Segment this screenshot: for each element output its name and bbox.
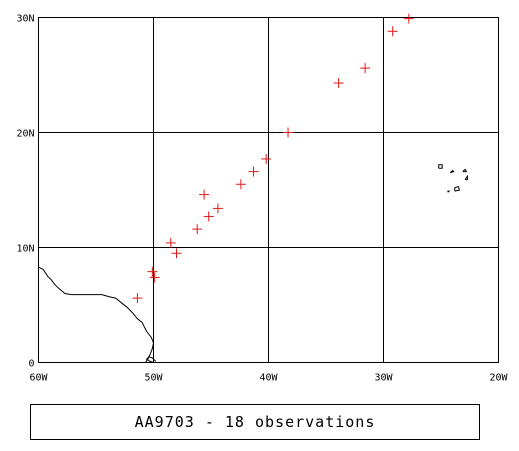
observation-marker-6 [199, 189, 210, 200]
coastline [38, 164, 468, 363]
observation-marker-1 [147, 266, 158, 277]
observation-marker-9 [235, 179, 246, 190]
observation-marker-14 [360, 63, 371, 74]
observation-marker-8 [212, 203, 223, 214]
x-tick-label-3: 30W [374, 373, 393, 384]
coastline-south-america [38, 266, 155, 363]
x-tick-label-1: 50W [144, 373, 163, 384]
coastline-island [145, 356, 157, 363]
observation-marker-13 [333, 78, 344, 89]
observation-markers [132, 13, 414, 304]
caption-text: AA9703 - 18 observations [134, 413, 376, 431]
caption-box: AA9703 - 18 observations [30, 404, 480, 440]
y-tick-label-2: 20N [16, 129, 34, 140]
y-tick-label-3: 30N [16, 14, 34, 25]
observation-marker-4 [171, 248, 182, 259]
observation-marker-5 [192, 224, 203, 235]
island-cape-verde-5 [454, 185, 461, 192]
island-cape-verde-2 [462, 168, 468, 173]
observation-marker-12 [283, 127, 294, 138]
y-tick-label-0: 0 [28, 359, 34, 370]
observation-marker-3 [165, 237, 176, 248]
observation-marker-15 [387, 26, 398, 37]
island-cape-verde-0 [438, 164, 443, 169]
island-cape-verde-4 [447, 190, 451, 193]
island-cape-verde-1 [449, 169, 455, 174]
observation-marker-11 [261, 153, 272, 164]
island-cape-verde-3 [464, 174, 468, 181]
observation-marker-0 [132, 293, 143, 304]
x-axis-ticks: 60W 50W 40W 30W 20W [29, 373, 508, 384]
observation-marker-10 [248, 166, 259, 177]
observation-marker-16 [403, 13, 414, 24]
y-tick-label-1: 10N [16, 244, 34, 255]
x-tick-label-2: 40W [259, 373, 278, 384]
x-tick-label-4: 20W [489, 373, 508, 384]
gridlines [38, 17, 499, 363]
observation-marker-7 [203, 211, 214, 222]
y-axis-ticks: 0 10N 20N 30N [16, 14, 34, 370]
x-tick-label-0: 60W [29, 373, 48, 384]
observation-marker-2 [149, 272, 160, 283]
